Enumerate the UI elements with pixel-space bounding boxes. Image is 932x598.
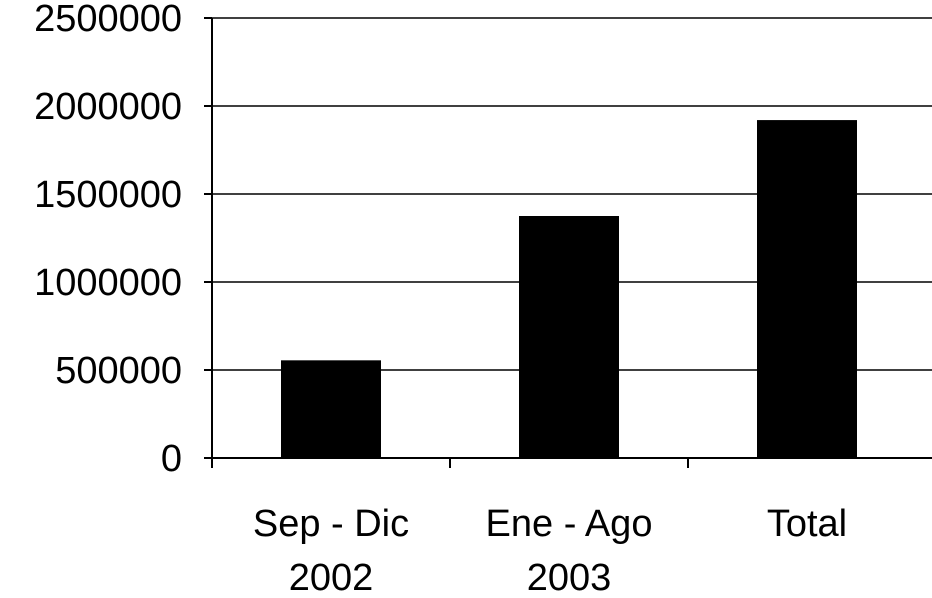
x-tick-label: Sep - Dic 2002 — [253, 503, 409, 598]
x-tick-label: Total — [767, 503, 847, 545]
axes — [204, 17, 932, 468]
y-tick-label: 1000000 — [34, 262, 182, 304]
x-tick-labels: Sep - Dic 2002 Ene - Ago 2003 Total — [253, 503, 847, 598]
y-tick-labels: 0 500000 1000000 1500000 2000000 2500000 — [34, 0, 182, 480]
bars — [281, 120, 857, 458]
y-tick-label: 2500000 — [34, 0, 182, 40]
bar — [519, 216, 619, 458]
bar — [757, 120, 857, 458]
y-tick-label: 2000000 — [34, 86, 182, 128]
y-tick-label: 0 — [161, 438, 182, 480]
y-tick-label: 1500000 — [34, 174, 182, 216]
bar — [281, 360, 381, 458]
y-tick-label: 500000 — [55, 350, 182, 392]
x-tick-label: Ene - Ago 2003 — [486, 503, 653, 598]
